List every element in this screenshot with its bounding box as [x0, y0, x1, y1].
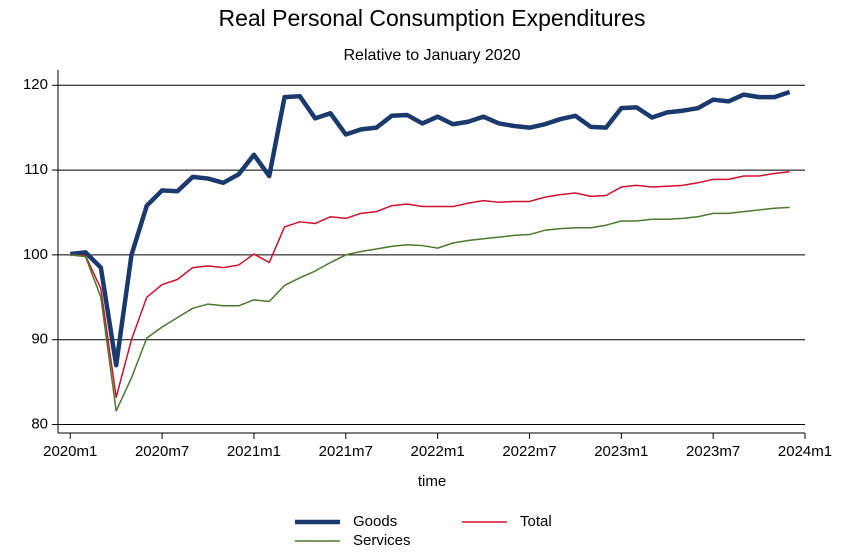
- series-line: [70, 206, 790, 412]
- legend-label: Services: [353, 532, 411, 549]
- x-tick-label: 2021m1: [227, 443, 281, 460]
- x-tick-label: 2022m1: [411, 443, 465, 460]
- chart-title: Real Personal Consumption Expenditures: [218, 5, 645, 31]
- series-line: [69, 89, 791, 368]
- legend-label: Total: [520, 513, 552, 530]
- y-tick-label: 100: [23, 246, 48, 263]
- x-axis-label: time: [418, 473, 446, 490]
- x-tick-label: 2021m7: [319, 443, 373, 460]
- y-tick-label: 120: [23, 76, 48, 93]
- x-tick-label: 2023m7: [686, 443, 740, 460]
- x-tick-label: 2020m7: [135, 443, 189, 460]
- y-tick-label: 110: [24, 161, 48, 178]
- x-tick-label: 2020m1: [43, 443, 97, 460]
- chart-subtitle: Relative to January 2020: [344, 47, 521, 64]
- x-tick-label: 2022m7: [502, 443, 556, 460]
- y-tick-label: 80: [31, 415, 48, 432]
- y-tick-label: 90: [31, 331, 48, 348]
- x-tick-label: 2023m1: [594, 443, 648, 460]
- x-tick-label: 2024m1: [778, 443, 832, 460]
- series-line: [70, 171, 790, 399]
- legend-label: Goods: [353, 513, 397, 530]
